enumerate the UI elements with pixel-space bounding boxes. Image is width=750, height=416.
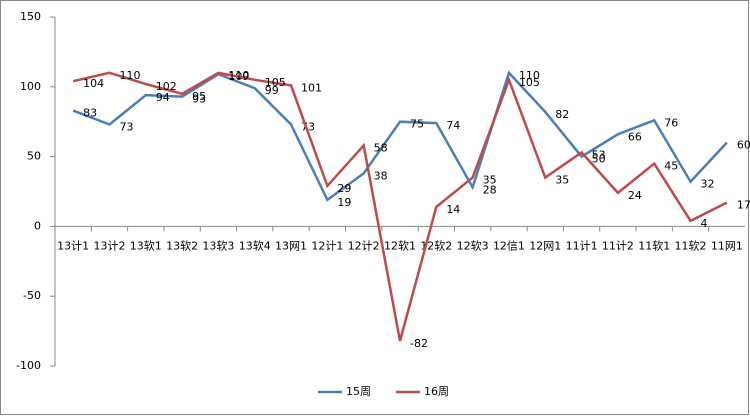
data-label: 50 — [592, 153, 606, 166]
x-tick-label: 13软2 — [166, 238, 198, 252]
data-label: 17 — [737, 199, 750, 212]
data-label: 94 — [156, 91, 170, 104]
data-label: 105 — [265, 76, 286, 89]
x-tick-label: 11计2 — [602, 239, 634, 252]
data-label: -82 — [410, 337, 428, 350]
data-label: 4 — [701, 217, 708, 230]
y-tick-label: 0 — [34, 219, 41, 232]
data-label: 32 — [701, 178, 715, 191]
data-label: 66 — [628, 130, 642, 143]
x-tick-label: 12计1 — [311, 239, 343, 252]
data-label: 60 — [737, 139, 750, 152]
x-tick-label: 13计1 — [57, 239, 89, 252]
data-label: 102 — [156, 80, 177, 93]
data-label: 19 — [337, 196, 351, 209]
series-line — [72, 70, 728, 202]
data-label: 58 — [374, 141, 388, 154]
data-label: 45 — [664, 160, 678, 173]
x-tick-label: 13计2 — [93, 239, 125, 252]
data-label: 24 — [628, 189, 642, 202]
x-tick-label: 13网1 — [275, 239, 307, 252]
x-tick-label: 12软3 — [457, 238, 489, 252]
series-line — [72, 71, 728, 342]
y-tick-label: 100 — [20, 80, 41, 93]
x-tick-label: 11软1 — [638, 238, 670, 252]
data-label: 73 — [119, 120, 133, 133]
x-tick-label: 13软1 — [130, 238, 162, 252]
y-tick-label: 150 — [20, 10, 41, 23]
data-label: 35 — [555, 174, 569, 187]
data-label: 14 — [446, 203, 460, 216]
data-label: 101 — [301, 81, 322, 94]
data-label: 83 — [83, 107, 97, 120]
x-tick-label: 12信1 — [493, 239, 525, 252]
data-label: 74 — [446, 119, 460, 132]
x-tick-label: 12软2 — [420, 238, 452, 252]
data-label: 110 — [228, 69, 249, 82]
data-label: 93 — [192, 93, 206, 106]
data-label: 110 — [519, 69, 540, 82]
x-tick-label: 12计2 — [348, 239, 380, 252]
x-tick-label: 11网1 — [711, 239, 743, 252]
data-label: 95 — [192, 90, 206, 103]
x-tick-label: 11计1 — [566, 239, 598, 252]
y-tick-label: -50 — [23, 289, 41, 302]
data-label: 76 — [664, 116, 678, 129]
data-label: 29 — [337, 182, 351, 195]
data-label: 104 — [83, 77, 104, 90]
x-tick-label: 12网1 — [529, 239, 561, 252]
x-tick-label: 12软1 — [384, 238, 416, 252]
data-label: 38 — [374, 169, 388, 182]
legend-label: 16周 — [424, 385, 449, 398]
legend-label: 15周 — [346, 385, 371, 398]
x-tick-label: 11软2 — [675, 238, 707, 252]
y-tick-label: -100 — [16, 359, 41, 372]
data-label: 82 — [555, 108, 569, 121]
data-label: 105 — [519, 76, 540, 89]
data-label: 75 — [410, 118, 424, 131]
y-tick-label: 50 — [27, 150, 41, 163]
data-label: 28 — [483, 183, 497, 196]
x-tick-label: 13软3 — [202, 238, 234, 252]
data-label: 53 — [592, 148, 606, 161]
x-tick-label: 13软4 — [239, 238, 271, 252]
data-label: 99 — [265, 84, 279, 97]
data-label: 110 — [119, 69, 140, 82]
data-label: 35 — [483, 174, 497, 187]
